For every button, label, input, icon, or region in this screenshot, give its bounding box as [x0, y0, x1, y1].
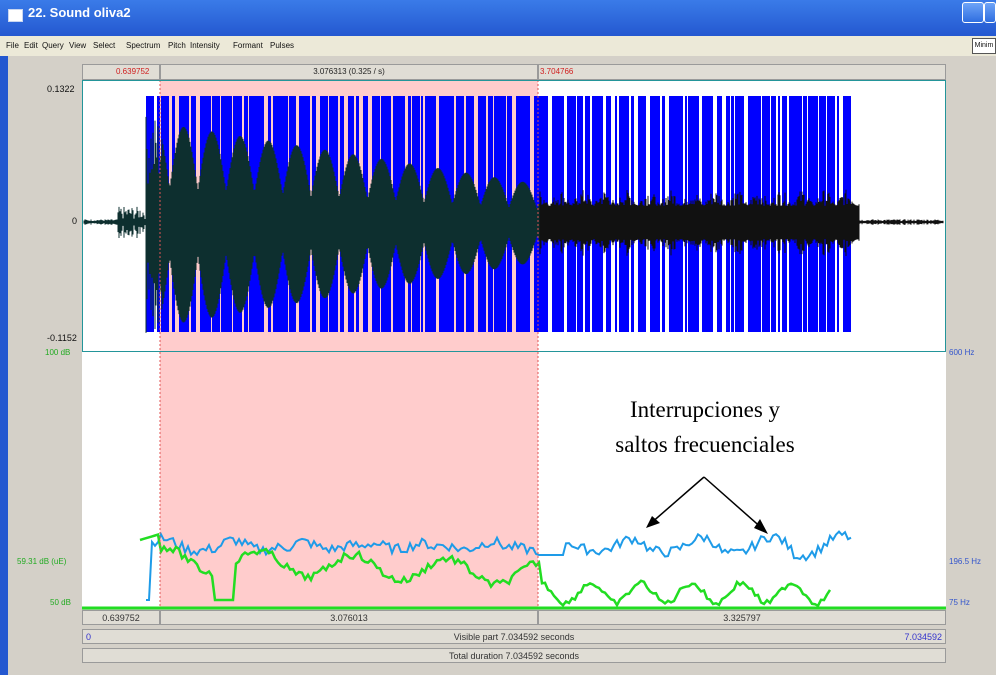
pitch-axis-top: 600 Hz — [949, 348, 975, 357]
menu-formant[interactable]: Formant — [233, 41, 263, 50]
selection-end: 3.704766 — [540, 67, 574, 76]
visible-start: 0 — [86, 632, 92, 642]
menu-pulses[interactable]: Pulses — [270, 41, 295, 50]
waveform-box — [82, 80, 946, 352]
wave-axis-zero: 0 — [72, 216, 78, 226]
menu-pitch[interactable]: Pitch — [168, 41, 186, 50]
time-selection-segment[interactable]: 3.076013 — [160, 610, 538, 625]
intensity-axis-bottom: 50 dB — [50, 598, 71, 607]
menu-bar: File Edit Query View Select Spectrum Pit… — [0, 36, 996, 56]
minimize-button[interactable] — [962, 2, 984, 23]
menu-query[interactable]: Query — [42, 41, 64, 50]
pitch-contour — [146, 530, 852, 601]
menu-edit[interactable]: Edit — [24, 41, 38, 50]
visible-end: 7.034592 — [904, 632, 942, 642]
visible-part-label: Visible part 7.034592 seconds — [453, 632, 575, 642]
total-duration-bar[interactable]: Total duration 7.034592 seconds — [82, 648, 946, 663]
visible-part-bar[interactable]: 0 Visible part 7.034592 seconds 7.034592 — [82, 629, 946, 644]
window-border — [0, 56, 8, 675]
pre-selection-cell[interactable] — [82, 64, 160, 80]
menu-intensity[interactable]: Intensity — [190, 41, 220, 50]
time-right-segment[interactable]: 3.325797 — [538, 610, 946, 625]
pitch-axis-bottom: 75 Hz — [949, 598, 970, 607]
arrow-left-shaft — [649, 476, 705, 525]
annotation-line-2: saltos frecuenciales — [615, 432, 795, 457]
post-selection-cell[interactable] — [538, 64, 946, 80]
selection-start: 0.639752 — [116, 67, 150, 76]
intensity-axis-top: 100 dB — [45, 348, 71, 357]
selection-bar: 3.076313 (0.325 / s) — [82, 64, 946, 80]
menu-select[interactable]: Select — [93, 41, 116, 50]
wave-axis-bottom: -0.1152 — [47, 333, 77, 343]
window-title: 22. Sound oliva2 — [28, 5, 131, 20]
arrow-right-shaft — [703, 476, 765, 531]
minimize-field[interactable]: Minim — [972, 38, 996, 54]
menu-view[interactable]: View — [69, 41, 87, 50]
selection-length[interactable]: 3.076313 (0.325 / s) — [160, 64, 538, 80]
title-bar: 22. Sound oliva2 — [0, 0, 996, 36]
annotation-line-1: Interrupciones y — [629, 397, 781, 422]
pitch-axis-mid: 196.5 Hz — [949, 557, 982, 566]
intensity-contour — [139, 532, 832, 608]
intensity-axis-mid: 59.31 dB (uE) — [17, 557, 67, 566]
wave-axis-top: 0.1322 — [47, 84, 75, 94]
arrow-left-head — [646, 516, 660, 528]
menu-file[interactable]: File — [6, 41, 19, 50]
arrow-right-head — [754, 519, 768, 534]
time-left-segment[interactable]: 0.639752 — [82, 610, 160, 625]
menu-spectrum[interactable]: Spectrum — [126, 41, 161, 50]
waveform — [83, 116, 944, 333]
window-icon — [8, 9, 23, 22]
